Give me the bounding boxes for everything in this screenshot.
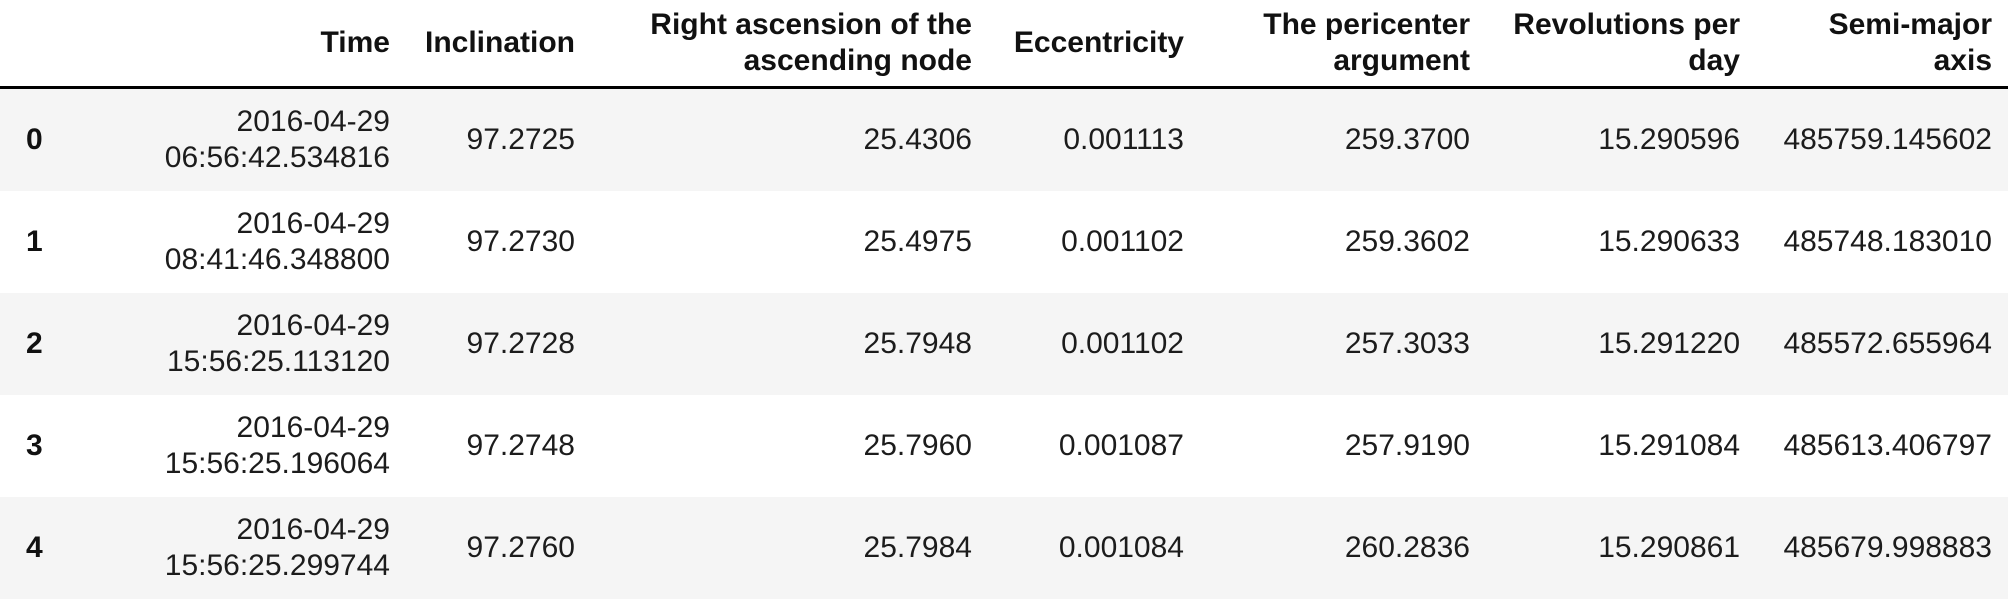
cell-eccentricity: 0.001084 xyxy=(1058,531,1184,564)
cell-revolutions-per-day: 15.291220 xyxy=(1598,327,1740,360)
cell-semi-major-axis: 485679.998883 xyxy=(1783,531,1992,564)
cell-semi-major-axis: 485572.655964 xyxy=(1783,327,1992,360)
cell-right-ascension: 25.7960 xyxy=(863,429,972,462)
cell-pericenter-argument: 260.2836 xyxy=(1344,531,1470,564)
cell-eccentricity: 0.001113 xyxy=(1063,123,1184,156)
cell-eccentricity: 0.001102 xyxy=(1061,225,1184,258)
cell-revolutions-per-day: 15.290633 xyxy=(1598,225,1740,258)
cell-revolutions-per-day: 15.290596 xyxy=(1598,123,1740,156)
column-header-inclination: Inclination xyxy=(406,0,591,89)
cell-eccentricity: 0.001102 xyxy=(1061,327,1184,360)
column-header-pericenter-argument: The pericenter argument xyxy=(1200,0,1486,89)
cell-pericenter-argument: 257.9190 xyxy=(1344,429,1470,462)
column-header-eccentricity: Eccentricity xyxy=(988,0,1200,89)
cell-inclination: 97.2728 xyxy=(466,327,575,360)
header-row: Time Inclination Right ascension of the … xyxy=(0,0,2008,89)
table-row: 4 2016-04-29 15:56:25.299744 97.2760 25.… xyxy=(0,497,2008,599)
cell-pericenter-argument: 259.3602 xyxy=(1344,225,1470,258)
column-header-time: Time xyxy=(55,0,406,89)
cell-right-ascension: 25.7984 xyxy=(863,531,972,564)
cell-eccentricity: 0.001087 xyxy=(1058,429,1184,462)
cell-time: 2016-04-29 08:41:46.348800 xyxy=(164,207,390,276)
row-index: 3 xyxy=(26,429,43,462)
cell-inclination: 97.2730 xyxy=(466,225,575,258)
column-header-revolutions-per-day: Revolutions per day xyxy=(1486,0,1756,89)
cell-right-ascension: 25.7948 xyxy=(863,327,972,360)
row-index: 4 xyxy=(26,531,43,564)
cell-semi-major-axis: 485759.145602 xyxy=(1783,123,1992,156)
cell-time: 2016-04-29 15:56:25.196064 xyxy=(164,411,390,480)
cell-right-ascension: 25.4306 xyxy=(863,123,972,156)
cell-pericenter-argument: 259.3700 xyxy=(1344,123,1470,156)
row-index: 2 xyxy=(26,327,43,360)
cell-pericenter-argument: 257.3033 xyxy=(1344,327,1470,360)
cell-time: 2016-04-29 15:56:25.299744 xyxy=(164,513,390,582)
column-header-right-ascension: Right ascension of the ascending node xyxy=(591,0,988,89)
cell-revolutions-per-day: 15.291084 xyxy=(1598,429,1740,462)
row-index: 1 xyxy=(26,225,43,258)
cell-right-ascension: 25.4975 xyxy=(863,225,972,258)
cell-revolutions-per-day: 15.290861 xyxy=(1598,531,1740,564)
table-row: 3 2016-04-29 15:56:25.196064 97.2748 25.… xyxy=(0,395,2008,497)
index-column-header xyxy=(0,0,55,89)
cell-time: 2016-04-29 06:56:42.534816 xyxy=(164,105,390,174)
cell-inclination: 97.2725 xyxy=(466,123,575,156)
cell-semi-major-axis: 485748.183010 xyxy=(1783,225,1992,258)
table-row: 1 2016-04-29 08:41:46.348800 97.2730 25.… xyxy=(0,191,2008,293)
cell-semi-major-axis: 485613.406797 xyxy=(1783,429,1992,462)
table-row: 0 2016-04-29 06:56:42.534816 97.2725 25.… xyxy=(0,87,2008,191)
cell-time: 2016-04-29 15:56:25.113120 xyxy=(167,309,390,378)
cell-inclination: 97.2748 xyxy=(466,429,575,462)
column-header-semi-major-axis: Semi-major axis xyxy=(1756,0,2008,89)
table-row: 2 2016-04-29 15:56:25.113120 97.2728 25.… xyxy=(0,293,2008,395)
row-index: 0 xyxy=(26,123,43,156)
cell-inclination: 97.2760 xyxy=(466,531,575,564)
